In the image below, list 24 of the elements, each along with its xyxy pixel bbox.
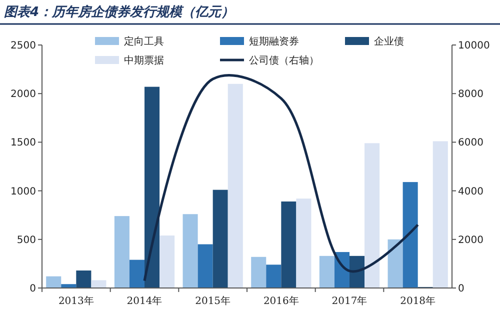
y2-tick-label: 8000: [458, 89, 484, 100]
legend-label: 中期票据: [124, 54, 164, 66]
legend-label: 短期融资券: [249, 36, 299, 48]
y-tick-label: 0: [30, 284, 36, 294]
x-tick-label: 2018年: [400, 295, 436, 307]
x-tick-label: 2014年: [126, 295, 162, 307]
legend-label: 定向工具: [124, 36, 164, 48]
y2-tick-label: 0: [458, 284, 464, 294]
x-tick-label: 2017年: [332, 295, 368, 307]
y-tick-label: 2000: [10, 89, 36, 100]
chart-title: 图表4：历年房企债券发行规模（亿元）: [4, 4, 234, 20]
x-tick-label: 2016年: [263, 295, 299, 307]
x-tick-label: 2015年: [195, 295, 231, 307]
y2-tick-label: 10000: [458, 40, 490, 52]
legend-label: 企业债: [374, 36, 404, 48]
y-tick-label: 1500: [10, 138, 36, 149]
legend-label: 公司债（右轴）: [249, 54, 319, 66]
x-tick-label: 2013年: [58, 295, 94, 307]
y-tick-label: 500: [16, 234, 36, 246]
y2-tick-label: 6000: [458, 138, 484, 149]
y-tick-label: 2500: [10, 40, 36, 52]
y-tick-label: 1000: [10, 186, 36, 198]
y2-tick-label: 4000: [458, 186, 484, 198]
y2-tick-label: 2000: [458, 234, 484, 246]
